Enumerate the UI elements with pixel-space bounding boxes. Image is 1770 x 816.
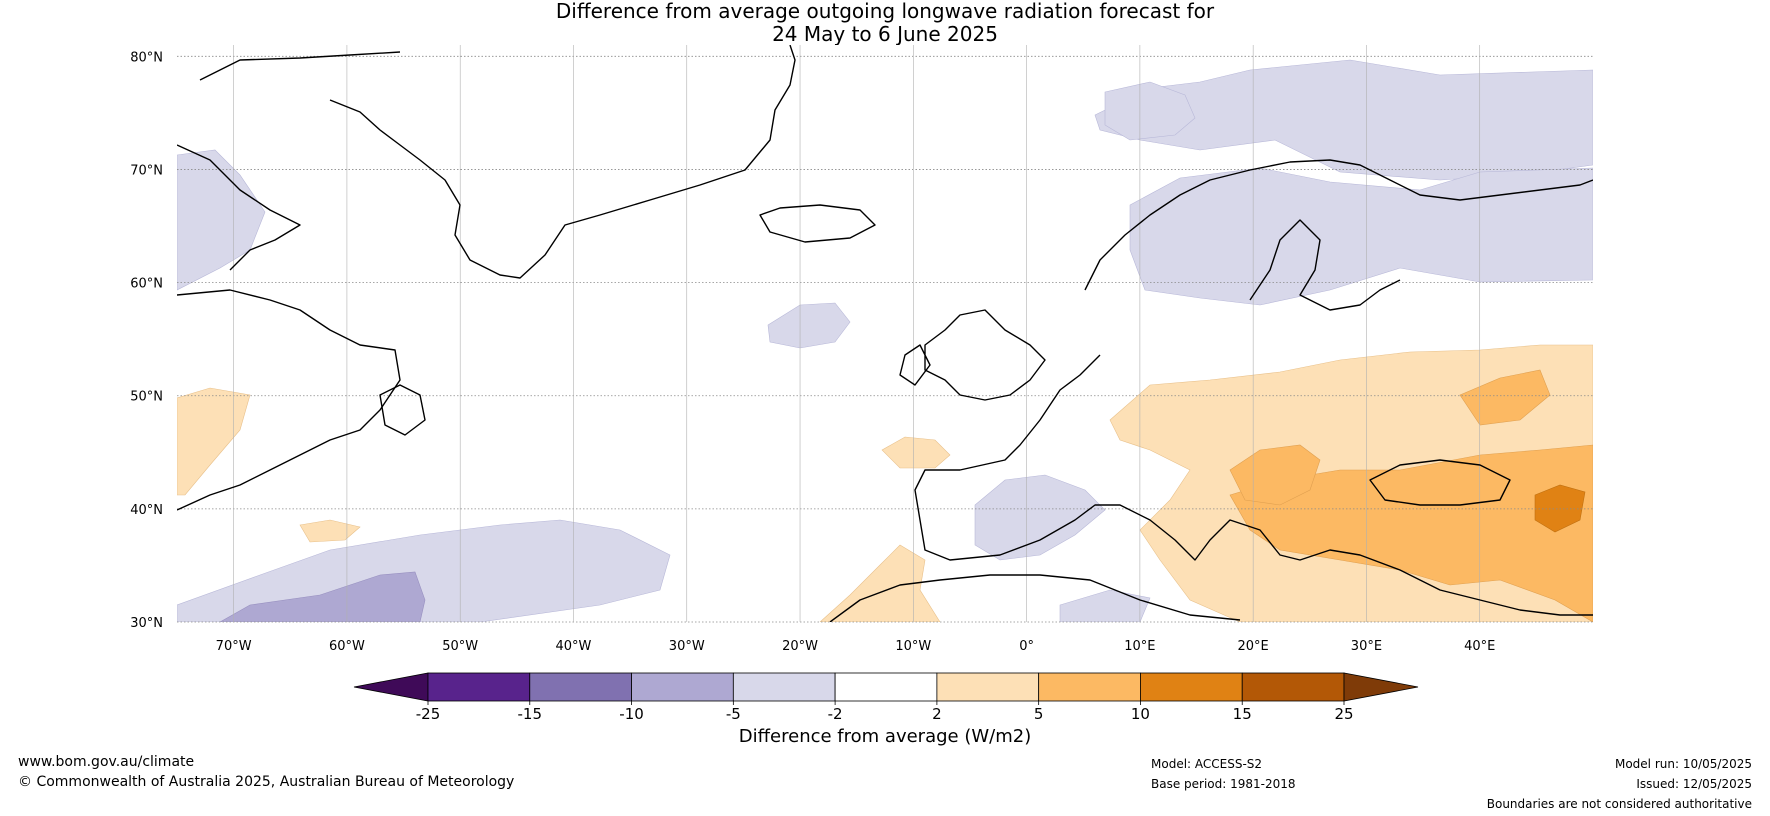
colorbar-box: [936, 672, 1040, 702]
footer-disclaimer: Boundaries are not considered authoritat…: [1486, 797, 1752, 811]
lon-tick-label: 60°W: [329, 639, 365, 654]
anomaly-region-iberia-med: [974, 474, 1106, 561]
colorbar-extend-high: [1343, 672, 1419, 702]
lon-tick-label: 10°E: [1124, 639, 1155, 654]
colorbar-tick-label: -15: [518, 705, 543, 723]
coastline-british-isles: [899, 309, 1046, 401]
anomaly-region-north-atlantic: [767, 302, 851, 349]
lon-tick-label: 0°: [1019, 639, 1034, 654]
anomaly-region-iberia-west: [881, 436, 951, 469]
colorbar-tick-label: 2: [932, 705, 942, 723]
lon-tick-label: 70°W: [216, 639, 252, 654]
footer-model-run: Model run: 10/05/2025: [1614, 757, 1752, 771]
coastline-greenland: [199, 45, 796, 279]
anomaly-region-balkans: [1229, 444, 1321, 506]
coastline-newfoundland: [379, 384, 426, 436]
anomaly-region-scandinavia: [1129, 167, 1593, 306]
coastline-europe-west: [914, 354, 1593, 616]
coastline-labrador: [177, 289, 401, 511]
lon-tick-label: 20°E: [1238, 639, 1269, 654]
lon-tick-label: 30°E: [1351, 639, 1382, 654]
lon-tick-label: 30°W: [669, 639, 705, 654]
anomaly-region-atlantic-west: [299, 519, 361, 543]
lat-tick-label: 50°N: [130, 390, 163, 405]
lat-tick-label: 30°N: [130, 616, 163, 631]
coastline-north-africa: [829, 574, 1241, 622]
coastline-norway: [1084, 159, 1593, 291]
colorbar: [353, 672, 1419, 702]
colorbar-box: [1038, 672, 1141, 702]
footer-model: Model: ACCESS-S2: [1151, 757, 1263, 771]
lon-tick-label: 40°W: [556, 639, 592, 654]
anomaly-region-west-africa: [819, 544, 941, 622]
latitude-labels: 80°N 70°N 60°N 50°N 40°N 30°N: [130, 50, 163, 631]
footer-base-period: Base period: 1981-2018: [1151, 777, 1296, 791]
colorbar-tick-label: 15: [1233, 705, 1252, 723]
coastlines: [177, 45, 1593, 622]
gridlines: [177, 45, 1593, 623]
coastline-baffin: [177, 144, 301, 271]
coastline-black-sea: [1369, 459, 1511, 506]
lat-tick-label: 70°N: [130, 163, 163, 178]
colorbar-box: [427, 672, 531, 702]
footer-website: www.bom.gov.au/climate: [18, 754, 195, 770]
coastline-baltic: [1249, 219, 1401, 311]
lon-tick-label: 50°W: [442, 639, 478, 654]
anomaly-shading: [177, 59, 1593, 622]
lon-tick-label: 10°W: [895, 639, 931, 654]
colorbar-extend-low: [353, 672, 429, 702]
title-line-1: Difference from average outgoing longwav…: [555, 0, 1215, 23]
title-line-2: 24 May to 6 June 2025: [772, 22, 998, 46]
colorbar-box: [834, 672, 938, 702]
colorbar-box: [732, 672, 836, 702]
colorbar-tick-label: -25: [416, 705, 441, 723]
footer-issued: Issued: 12/05/2025: [1636, 777, 1752, 791]
colorbar-box: [631, 672, 734, 702]
anomaly-region-subtropical-core: [219, 571, 426, 622]
longitude-labels: 70°W 60°W 50°W 40°W 30°W 20°W 10°W 0° 10°E 20°E 30…: [216, 639, 1496, 654]
lat-tick-label: 40°N: [130, 503, 163, 518]
colorbar-tick-label: 25: [1334, 705, 1353, 723]
colorbar-tick-label: -10: [619, 705, 644, 723]
lon-tick-label: 40°E: [1464, 639, 1495, 654]
colorbar-tick-label: 5: [1034, 705, 1044, 723]
anomaly-region-labrador: [177, 149, 266, 291]
anomaly-region-subtropical-atlantic: [177, 519, 671, 622]
colorbar-box: [529, 672, 632, 702]
lat-tick-label: 80°N: [130, 50, 163, 65]
anomaly-region-newfoundland: [177, 387, 251, 496]
colorbar-label: Difference from average (W/m2): [738, 726, 1032, 747]
anomaly-region-svalbard: [1104, 81, 1196, 141]
lon-tick-label: 20°W: [782, 639, 818, 654]
colorbar-tick-label: -5: [726, 705, 741, 723]
colorbar-box: [1140, 672, 1243, 702]
colorbar-tick-label: 10: [1131, 705, 1150, 723]
lat-tick-label: 60°N: [130, 277, 163, 292]
anomaly-region-turkey-caucasus: [1229, 444, 1593, 622]
colorbar-tick-labels: -25 -15 -10 -5 -2 2 5 10 15 25: [416, 701, 1354, 723]
colorbar-box: [1241, 672, 1345, 702]
footer-copyright: © Commonwealth of Australia 2025, Austra…: [18, 774, 515, 790]
anomaly-region-north-africa: [1059, 589, 1151, 622]
colorbar-tick-label: -2: [828, 705, 843, 723]
coastline-iceland: [759, 204, 876, 243]
chart-title: Difference from average outgoing longwav…: [0, 0, 1770, 46]
